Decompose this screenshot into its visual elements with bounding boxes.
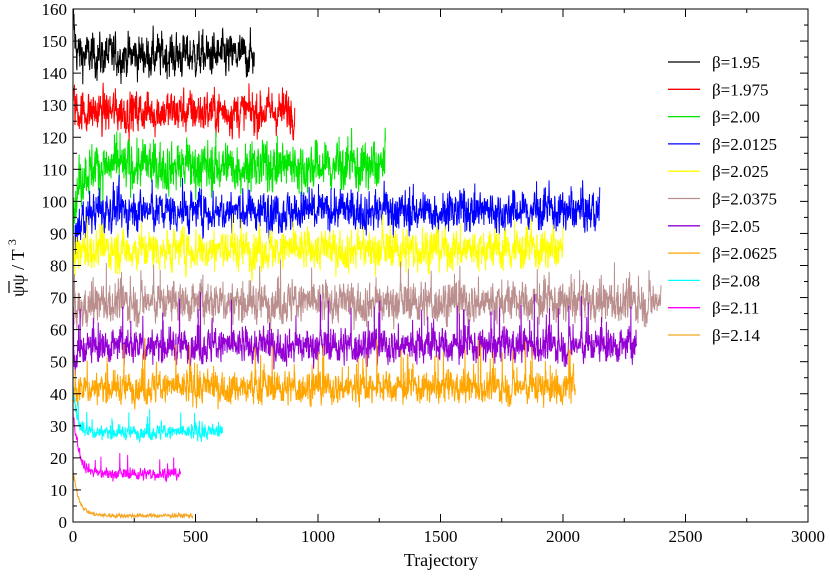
x-axis-label: Trajectory [404, 550, 478, 570]
y-tick-label: 130 [42, 96, 68, 115]
legend-label: β=2.00 [712, 108, 760, 127]
y-tick-label: 150 [42, 32, 68, 51]
series-line [72, 127, 386, 233]
series-line [72, 469, 194, 520]
series-line [72, 213, 564, 282]
x-tick-label: 2000 [546, 527, 580, 546]
x-tick-label: 0 [69, 527, 78, 546]
y-tick-label: 0 [59, 513, 68, 532]
y-tick-label: 100 [42, 192, 68, 211]
x-tick-label: 3000 [791, 527, 825, 546]
legend-label: β=2.05 [712, 217, 760, 236]
series-line [72, 175, 601, 261]
series-line [72, 292, 637, 376]
y-axis-label-main: ψψ / T [8, 249, 28, 297]
legend-label: β=2.11 [712, 299, 759, 318]
y-tick-label: 160 [42, 0, 68, 19]
legend-label: β=2.08 [712, 271, 760, 290]
legend-label: β=2.025 [712, 162, 769, 181]
series-line [72, 409, 182, 483]
y-tick-label: 20 [50, 449, 67, 468]
axis-layer: 0 500 1000 1500 2000 2500 3000 0 10 20 30 40 50 60 70 8… [42, 0, 826, 546]
x-tick-label: 1500 [424, 527, 458, 546]
y-tick-label: 50 [50, 353, 67, 372]
y-tick-label: 90 [50, 224, 67, 243]
series-layer [72, 8, 662, 520]
legend: β=1.95 β=1.975 β=2.00 β=2.0125 β=2.025 β=2.03… [668, 53, 777, 345]
series-line [72, 82, 296, 142]
legend-label: β=1.95 [712, 53, 760, 72]
y-tick-label: 60 [50, 321, 67, 340]
y-axis-label-sup: 3 [5, 239, 19, 245]
legend-label: β=2.0125 [712, 135, 777, 154]
series-line [72, 337, 576, 410]
legend-label: β=2.0375 [712, 190, 777, 209]
y-axis-label-group: ψψ / T 3 [5, 239, 28, 297]
series-line [72, 384, 223, 443]
legend-label: β=2.14 [712, 326, 760, 345]
x-tick-label: 1000 [301, 527, 335, 546]
x-tick-label: 500 [183, 527, 209, 546]
y-tick-label: 140 [42, 64, 68, 83]
y-tick-label: 30 [50, 417, 67, 436]
series-line [72, 259, 662, 331]
y-tick-label: 120 [42, 128, 68, 147]
legend-label: β=2.0625 [712, 244, 777, 263]
series-line [72, 8, 255, 85]
legend-label: β=1.975 [712, 80, 769, 99]
y-axis-label: ψψ / T 3 [5, 239, 28, 297]
y-tick-label: 10 [50, 481, 67, 500]
plot-frame [72, 8, 809, 523]
y-tick-label: 110 [42, 160, 67, 179]
y-tick-label: 80 [50, 257, 67, 276]
x-tick-label: 2500 [669, 527, 703, 546]
y-tick-label: 70 [50, 289, 67, 308]
y-tick-label: 40 [50, 385, 67, 404]
